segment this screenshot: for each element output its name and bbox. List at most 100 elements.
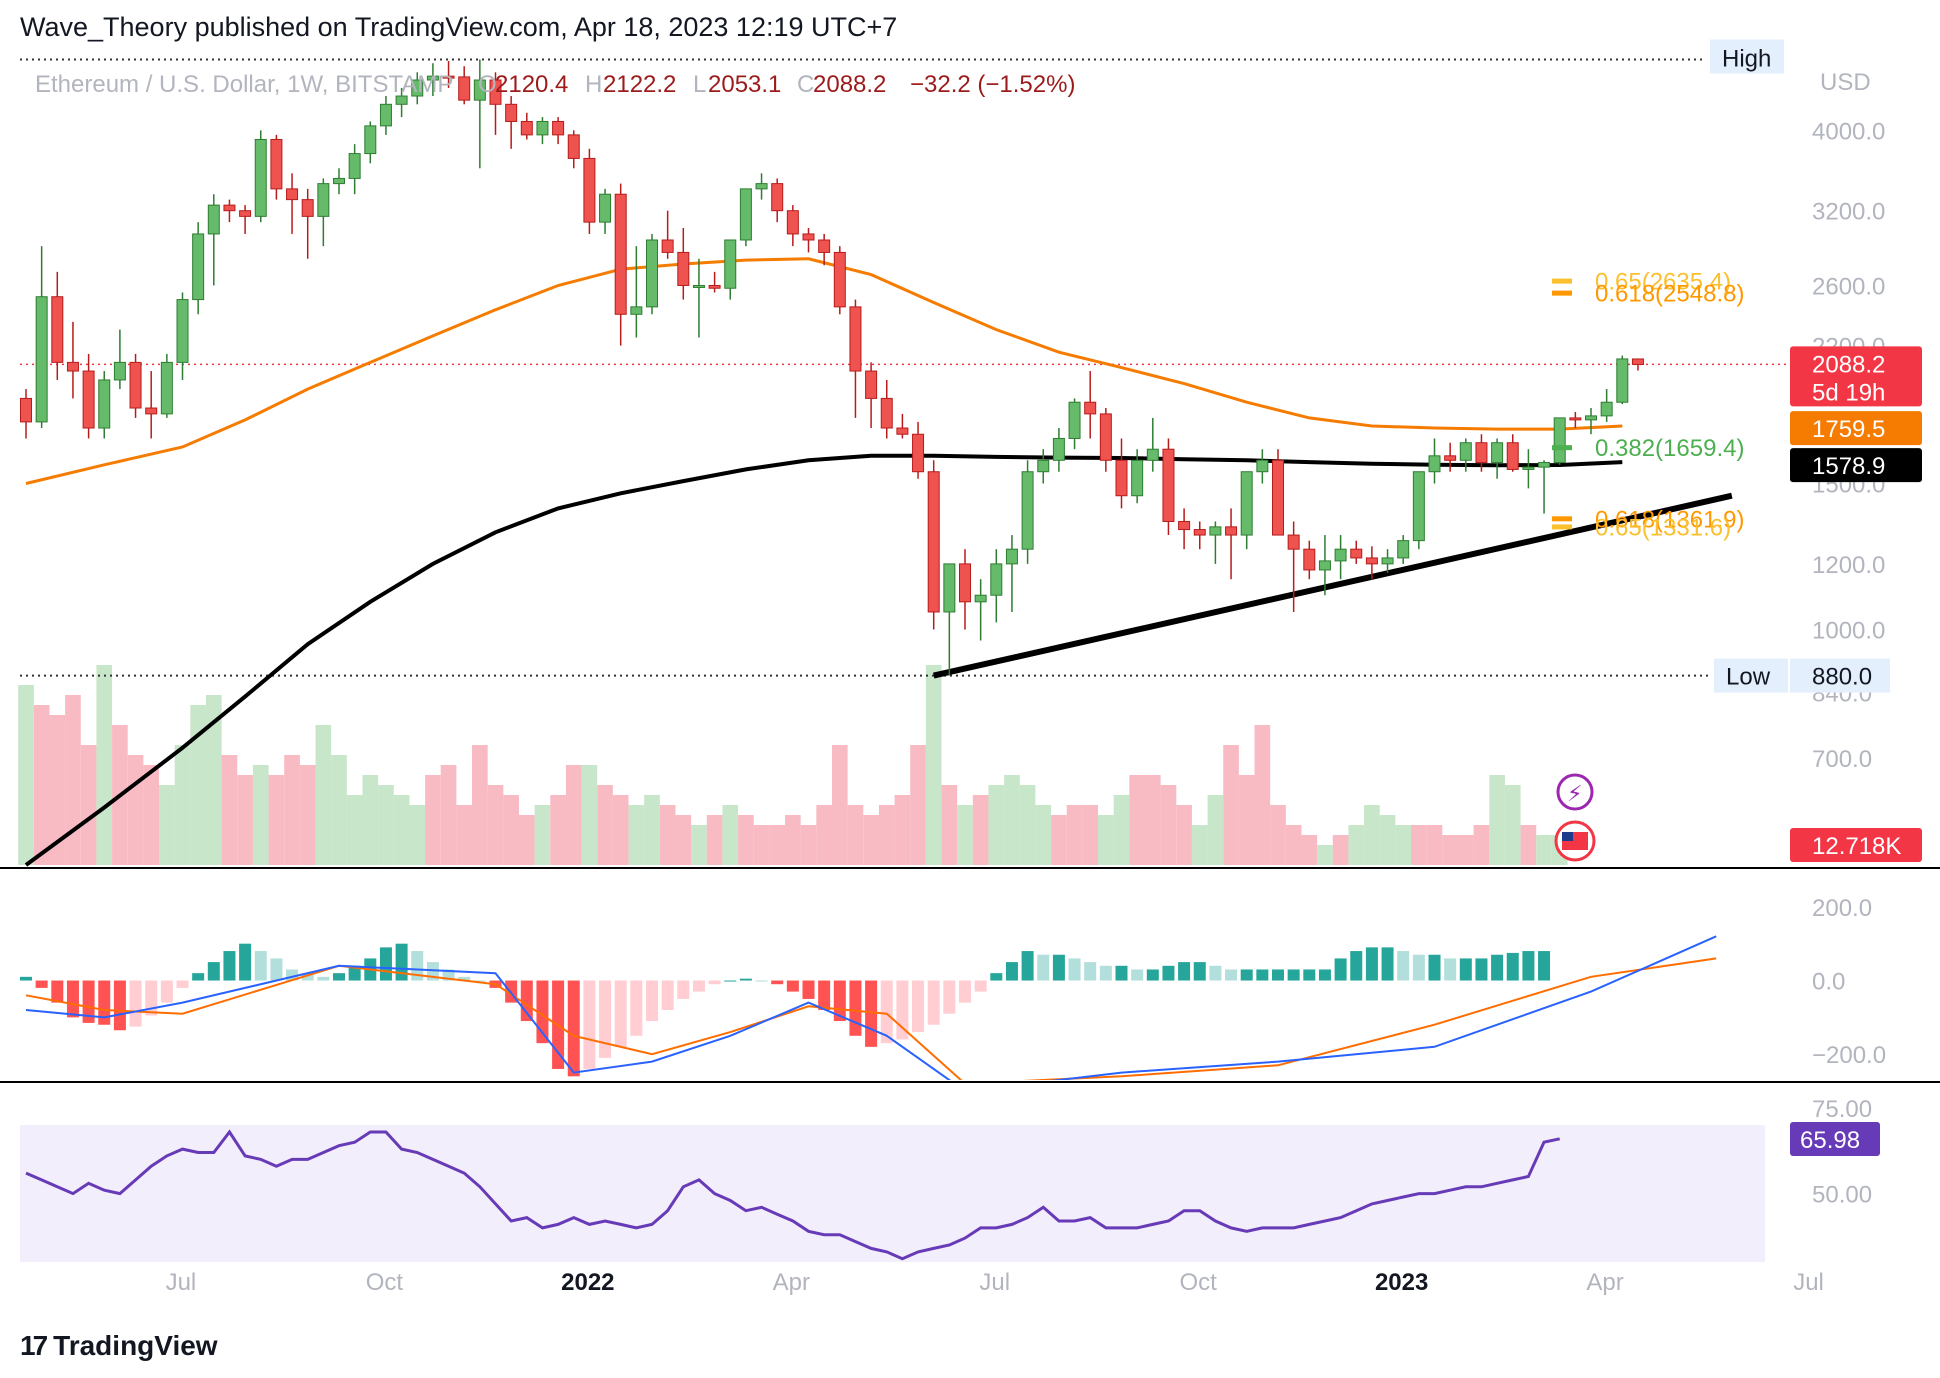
candle-body (333, 177, 345, 185)
volume-bar (472, 745, 488, 865)
candle-body (473, 79, 486, 101)
macd-histogram-bar (912, 980, 925, 1033)
macd-pane[interactable] (20, 935, 1717, 1091)
lightning-icon-glyph: ⚡ (1567, 781, 1582, 806)
candle-body (771, 183, 784, 212)
volume-bar (440, 765, 457, 865)
candle-body (1318, 560, 1331, 571)
fib-level-marker (1552, 290, 1572, 296)
candle-body (818, 239, 831, 253)
volume-bar (925, 665, 942, 865)
fib-level-label: 0.618(2548.8) (1595, 281, 1744, 308)
macd-histogram-bar (145, 980, 158, 1016)
currency-label: USD (1820, 69, 1871, 96)
candle-body (552, 120, 565, 136)
volume-bar (659, 805, 676, 865)
candle-body (583, 157, 596, 223)
candle-body (207, 204, 220, 235)
time-axis-tick: Jul (166, 1269, 197, 1296)
volume-bar (1395, 825, 1412, 865)
volume-bar (597, 785, 613, 865)
volume-bar (581, 765, 598, 865)
candle-body (833, 251, 846, 308)
candle-body (943, 563, 956, 613)
volume-bar (409, 805, 426, 865)
macd-histogram-bar (1381, 947, 1394, 981)
tradingview-brand: TradingView (53, 1330, 218, 1361)
candle-body (176, 299, 189, 363)
macd-histogram-bar (786, 980, 799, 992)
price-pane[interactable]: 0.65(2635.4)0.618(2548.8) 0.382(1659.4) 0.… (18, 58, 1790, 867)
volume-bar (816, 805, 832, 865)
candle-body (1021, 471, 1034, 550)
macd-histogram-bar (1287, 969, 1300, 981)
rsi-flag-text: 65.98 (1800, 1127, 1860, 1154)
rsi-axis-tick: 50.00 (1812, 1182, 1872, 1209)
macd-histogram-bar (1162, 965, 1175, 981)
fib-level-marker (1552, 524, 1572, 530)
last-price-flag (1790, 346, 1922, 407)
price-axis-tick: 2600.0 (1812, 273, 1885, 300)
candle-body (1131, 459, 1144, 497)
volume-bar (738, 815, 754, 865)
candle-body (912, 433, 925, 473)
macd-histogram-bar (692, 980, 705, 992)
candle-body (599, 193, 612, 223)
legend-open-value: 2120.4 (495, 71, 568, 98)
macd-histogram-bar (35, 980, 48, 988)
macd-histogram-bar (1397, 951, 1410, 981)
volume-bar (425, 775, 441, 865)
volume-bar (49, 715, 66, 865)
macd-histogram-bar (583, 980, 596, 1069)
macd-histogram-bar (1491, 954, 1504, 981)
macd-histogram-bar (833, 980, 846, 1022)
volume-bar (1144, 775, 1161, 865)
price-axis-tick: 700.0 (1812, 746, 1872, 773)
macd-axis-tick: 0.0 (1812, 969, 1845, 996)
time-axis-tick: 2023 (1375, 1269, 1428, 1296)
low-badge (1714, 658, 1788, 693)
macd-histogram-bar (818, 980, 831, 1010)
candle-body (755, 183, 768, 190)
volume-bar (628, 805, 645, 865)
volume-bar (988, 785, 1005, 865)
volume-bar (831, 745, 848, 865)
candle-body (1193, 529, 1206, 536)
volume-bar (1489, 775, 1505, 865)
price-axis-tick: 4000.0 (1812, 118, 1885, 145)
rsi-pane[interactable] (20, 1125, 1765, 1263)
volume-bar (143, 765, 160, 865)
candle-body (1600, 401, 1613, 417)
volume-bar (1066, 805, 1083, 865)
volume-bar (1301, 835, 1318, 865)
candle-body (849, 306, 862, 372)
volume-bar (205, 695, 222, 865)
tradingview-logo[interactable]: 17 TradingView (20, 1330, 218, 1362)
volume-bar (1520, 825, 1537, 865)
volume-bar (1426, 825, 1443, 865)
legend-high-value: 2122.2 (603, 71, 676, 98)
candle-body (35, 296, 48, 423)
volume-bar (1176, 805, 1192, 865)
volume-bar (1207, 795, 1224, 865)
lightning-icon (1556, 773, 1594, 811)
time-axis-tick: Jul (979, 1269, 1010, 1296)
fib-level-marker (1552, 278, 1572, 284)
candle-body (786, 210, 799, 235)
volume-bar (1004, 775, 1020, 865)
candle-body (1491, 442, 1504, 464)
ma200-flag-text: 1578.9 (1812, 453, 1885, 480)
time-axis-tick: Apr (1586, 1269, 1623, 1296)
price-axis-tick: 1000.0 (1812, 618, 1885, 645)
macd-histogram-bar (1131, 969, 1144, 981)
macd-histogram-bar (520, 980, 533, 1022)
candle-body (536, 120, 549, 136)
volume-bar (1238, 775, 1255, 865)
volume-bar (1254, 725, 1271, 865)
macd-histogram-bar (113, 980, 126, 1031)
macd-histogram-bar (348, 965, 361, 981)
volume-bar (1332, 835, 1349, 865)
time-axis-tick: Oct (366, 1269, 404, 1296)
publisher-header: Wave_Theory published on TradingView.com… (20, 12, 898, 42)
